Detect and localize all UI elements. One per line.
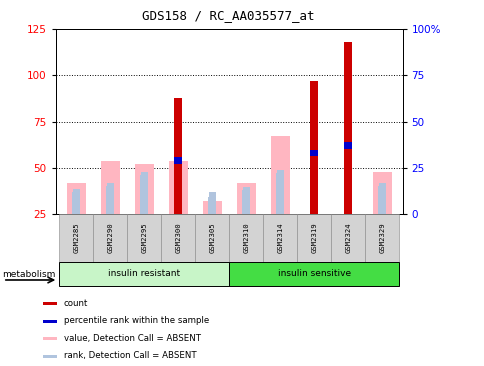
Bar (93, 214, 127, 262)
Bar (174, 157, 182, 164)
Text: GSM2290: GSM2290 (107, 223, 113, 253)
Bar (72, 192, 80, 214)
Bar (378, 183, 385, 190)
Text: GSM2329: GSM2329 (378, 223, 384, 253)
Bar (242, 187, 249, 193)
Bar (297, 214, 331, 262)
Bar (43, 302, 57, 305)
Bar (43, 355, 57, 358)
Bar (202, 201, 221, 214)
Text: GSM2319: GSM2319 (311, 223, 317, 253)
Bar (43, 320, 57, 323)
Text: GDS158 / RC_AA035577_at: GDS158 / RC_AA035577_at (141, 9, 314, 22)
Bar (208, 198, 216, 214)
Bar (270, 137, 289, 214)
Bar (59, 262, 229, 286)
Bar (59, 214, 93, 262)
Bar (139, 175, 148, 214)
Bar (275, 173, 284, 214)
Text: GSM2295: GSM2295 (141, 223, 147, 253)
Text: GSM2305: GSM2305 (209, 223, 215, 253)
Bar (174, 98, 182, 214)
Bar (140, 172, 147, 179)
Bar (73, 189, 79, 195)
Text: GSM2300: GSM2300 (175, 223, 181, 253)
Text: percentile rank within the sample: percentile rank within the sample (63, 316, 209, 325)
Text: GSM2314: GSM2314 (276, 223, 283, 253)
Text: count: count (63, 299, 88, 307)
Bar (263, 214, 297, 262)
Bar (106, 186, 114, 214)
Bar (236, 183, 255, 214)
Bar (127, 214, 161, 262)
Bar (106, 183, 113, 190)
Text: metabolism: metabolism (2, 270, 56, 279)
Bar (168, 161, 187, 214)
Bar (310, 81, 317, 214)
Bar (364, 214, 398, 262)
Bar (344, 42, 351, 214)
Bar (310, 150, 317, 156)
Bar (161, 214, 195, 262)
Text: insulin sensitive: insulin sensitive (277, 269, 350, 278)
Bar (229, 214, 263, 262)
Text: GSM2310: GSM2310 (242, 223, 249, 253)
Bar (276, 170, 283, 177)
Text: GSM2324: GSM2324 (345, 223, 350, 253)
Bar (135, 164, 153, 214)
Bar (372, 172, 391, 214)
Bar (331, 214, 364, 262)
Text: GSM2285: GSM2285 (73, 223, 79, 253)
Text: insulin resistant: insulin resistant (108, 269, 180, 278)
Bar (195, 214, 229, 262)
Text: value, Detection Call = ABSENT: value, Detection Call = ABSENT (63, 334, 200, 343)
Text: rank, Detection Call = ABSENT: rank, Detection Call = ABSENT (63, 351, 196, 360)
Bar (344, 142, 351, 149)
Bar (101, 161, 119, 214)
Bar (242, 190, 250, 214)
Bar (377, 186, 386, 214)
Bar (229, 262, 398, 286)
Bar (43, 337, 57, 340)
Bar (208, 193, 215, 199)
Bar (67, 183, 85, 214)
